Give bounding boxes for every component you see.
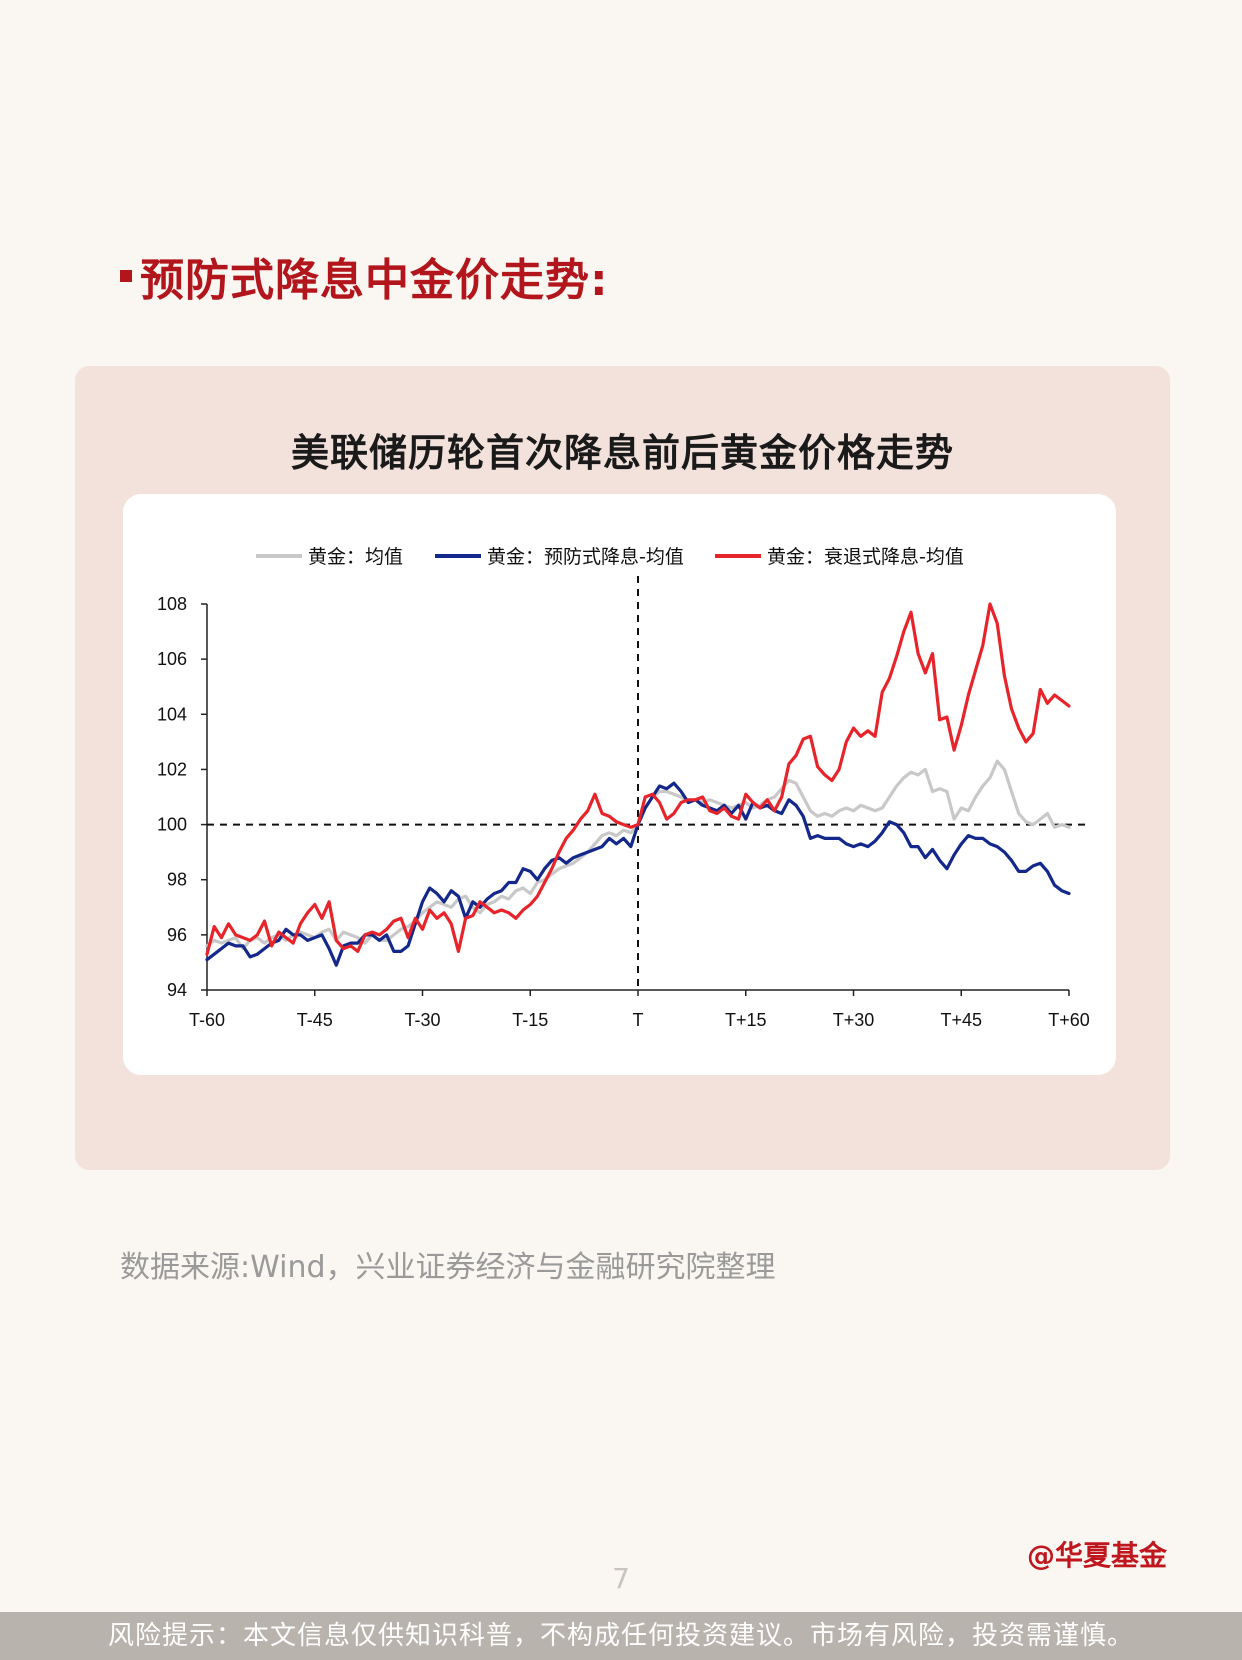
x-tick-label: T-15 xyxy=(512,1010,548,1030)
legend-label: 黄金：预防式降息-均值 xyxy=(487,546,684,568)
x-tick-label: T+30 xyxy=(833,1010,875,1030)
source-note: 数据来源:Wind，兴业证券经济与金融研究院整理 xyxy=(120,1250,776,1285)
page-number: 7 xyxy=(612,1562,630,1595)
y-tick-label: 94 xyxy=(167,980,187,1000)
legend-label: 黄金：衰退式降息-均值 xyxy=(767,546,964,568)
y-tick-label: 98 xyxy=(167,870,187,890)
x-tick-label: T+15 xyxy=(725,1010,767,1030)
chart-title: 美联储历轮首次降息前后黄金价格走势 xyxy=(290,431,954,475)
risk-disclaimer-bar: 风险提示：本文信息仅供知识科普，不构成任何投资建议。市场有风险，投资需谨慎。 xyxy=(0,1612,1242,1660)
chart-card: 美联储历轮首次降息前后黄金价格走势 94 96 98 100 102 104 106 108 T… xyxy=(75,366,1170,1170)
line-chart: 94 96 98 100 102 104 106 108 T-60 T-45 T-30 T-15 T T+… xyxy=(157,546,1090,1030)
x-tick-label: T xyxy=(633,1010,644,1030)
series-line-2 xyxy=(205,602,1071,956)
y-tick-label: 100 xyxy=(157,815,187,835)
x-tick-label: T+45 xyxy=(940,1010,982,1030)
y-tick-label: 106 xyxy=(157,649,187,669)
y-tick-label: 108 xyxy=(157,594,187,614)
chart-panel: 94 96 98 100 102 104 106 108 T-60 T-45 T-30 T-15 T T+… xyxy=(123,494,1116,1075)
y-tick-label: 102 xyxy=(157,759,187,779)
risk-disclaimer-text: 风险提示：本文信息仅供知识科普，不构成任何投资建议。市场有风险，投资需谨慎。 xyxy=(107,1621,1134,1651)
x-tick-label: T-60 xyxy=(189,1010,225,1030)
x-tick-label: T-45 xyxy=(297,1010,333,1030)
x-tick-label: T+60 xyxy=(1048,1010,1090,1030)
brand-label: @华夏基金 xyxy=(1026,1539,1167,1572)
section-title: 预防式降息中金价走势: xyxy=(120,244,609,308)
section-title-text: 预防式降息中金价走势: xyxy=(140,255,609,306)
legend-label: 黄金：均值 xyxy=(308,546,403,568)
x-tick-label: T-30 xyxy=(404,1010,440,1030)
y-tick-label: 96 xyxy=(167,925,187,945)
bullet-square-icon xyxy=(120,270,132,282)
y-tick-label: 104 xyxy=(157,704,187,724)
